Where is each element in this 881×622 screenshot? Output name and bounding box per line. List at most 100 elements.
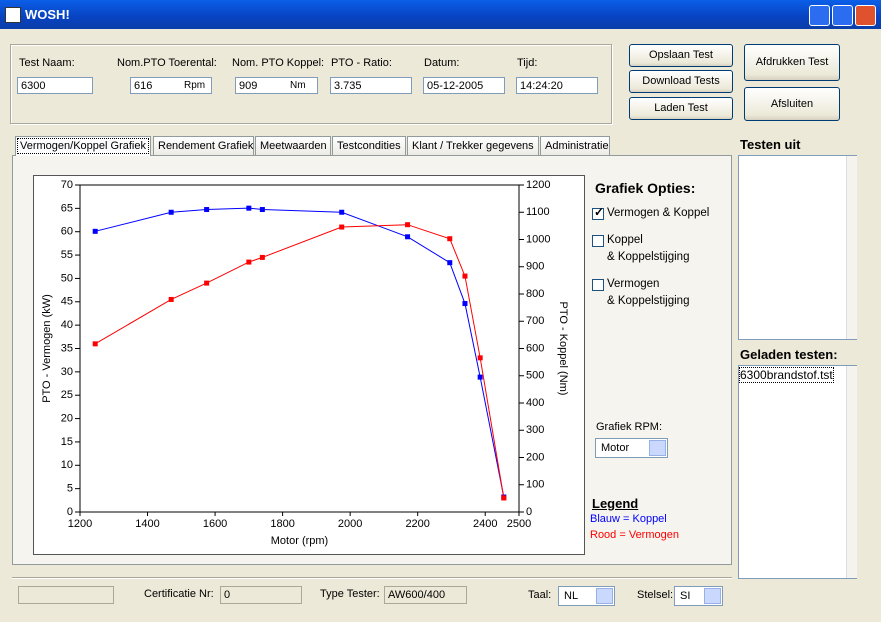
y-tick-label: 70	[61, 179, 73, 191]
label: Taal:	[528, 589, 552, 601]
tests-out-list[interactable]	[738, 155, 857, 340]
checkbox[interactable]	[592, 208, 604, 220]
button[interactable]: Afsluiten	[744, 87, 840, 121]
y-tick-label: 40	[61, 319, 73, 331]
checkbox[interactable]	[592, 235, 604, 247]
text-field[interactable]: 909	[235, 77, 318, 94]
y2-tick-label: 300	[526, 424, 544, 436]
legend-entry: Blauw = Koppel	[590, 513, 667, 525]
option-label: Koppel	[607, 234, 643, 246]
data-point	[339, 224, 345, 230]
list-title: Testen uit	[740, 137, 801, 152]
tab[interactable]: Administratie	[540, 136, 610, 155]
y-tick-label: 5	[67, 483, 73, 495]
y2-tick-label: 1000	[526, 233, 550, 245]
data-point	[462, 301, 468, 307]
y-tick-label: 65	[61, 202, 73, 214]
close-button[interactable]	[855, 5, 876, 26]
text-field[interactable]: 05-12-2005	[423, 77, 505, 94]
test-info-group	[10, 44, 612, 124]
data-point	[477, 355, 483, 361]
data-point	[246, 259, 252, 265]
button[interactable]: Afdrukken Test	[744, 44, 840, 81]
loaded-tests-list[interactable]	[738, 365, 857, 579]
option-label: & Koppelstijging	[607, 251, 690, 263]
data-point	[447, 236, 453, 242]
y-tick-label: 15	[61, 436, 73, 448]
x-tick-label: 2500	[507, 518, 531, 530]
text-field[interactable]: 616	[130, 77, 212, 94]
combo-arrow[interactable]	[596, 588, 613, 604]
y2-tick-label: 900	[526, 261, 544, 273]
button[interactable]: Download Tests	[629, 70, 733, 93]
x-tick-label: 1800	[270, 518, 294, 530]
y2-tick-label: 1100	[526, 206, 550, 218]
data-point	[204, 207, 210, 213]
minimize-button[interactable]	[809, 5, 830, 26]
legend-title: Legend	[592, 496, 639, 511]
label: Certificatie Nr:	[144, 588, 214, 600]
data-point	[204, 280, 210, 286]
window-title: WOSH!	[25, 7, 70, 22]
x-tick-label: 2200	[405, 518, 429, 530]
y2-tick-label: 400	[526, 397, 544, 409]
field-label: Tijd:	[517, 57, 538, 69]
data-point	[462, 273, 468, 279]
checkbox[interactable]	[592, 279, 604, 291]
combo-arrow[interactable]	[704, 588, 721, 604]
field-label: Nom.PTO Toerental:	[117, 57, 217, 69]
y2-tick-label: 700	[526, 315, 544, 327]
combo-arrow[interactable]	[649, 440, 666, 456]
data-point	[339, 209, 345, 215]
option-label: Vermogen	[607, 278, 660, 290]
option-label: Vermogen & Koppel	[607, 207, 710, 219]
field-label: PTO - Ratio:	[331, 57, 392, 69]
tab[interactable]: Klant / Trekker gegevens	[407, 136, 539, 155]
y-tick-label: 45	[61, 296, 73, 308]
legend-entry: Rood = Vermogen	[590, 529, 679, 541]
y2-tick-label: 500	[526, 370, 544, 382]
label: Type Tester:	[320, 588, 380, 600]
data-point	[168, 209, 174, 215]
y-axis-label: PTO - Vermogen (kW)	[41, 294, 53, 403]
text-field[interactable]: 3.735	[330, 77, 412, 94]
field-unit: Rpm	[184, 80, 206, 91]
data-point	[405, 234, 411, 240]
tab[interactable]: Vermogen/Koppel Grafiek	[15, 136, 151, 156]
y2-tick-label: 800	[526, 288, 544, 300]
maximize-button[interactable]	[832, 5, 853, 26]
separator	[12, 577, 732, 579]
data-point	[447, 260, 453, 266]
text-field[interactable]: 14:24:20	[516, 77, 598, 94]
tab[interactable]: Testcondities	[332, 136, 406, 155]
data-point	[259, 254, 265, 260]
x-tick-label: 2000	[338, 518, 362, 530]
button[interactable]: Opslaan Test	[629, 44, 733, 67]
x-tick-label: 2400	[473, 518, 497, 530]
x-tick-label: 1200	[68, 518, 92, 530]
data-point	[168, 296, 174, 302]
check-mark: ✓	[594, 205, 605, 219]
list-title: Geladen testen:	[740, 347, 838, 362]
rpm-label: Grafiek RPM:	[596, 421, 663, 433]
data-point	[92, 341, 98, 347]
scrollbar[interactable]	[846, 366, 857, 578]
tab[interactable]: Meetwaarden	[255, 136, 331, 155]
y2-tick-label: 600	[526, 342, 544, 354]
y-tick-label: 30	[61, 366, 73, 378]
tab[interactable]: Rendement Grafiek	[153, 136, 254, 155]
list-item[interactable]: 6300brandstof.tst	[739, 367, 834, 383]
rpm-value: Motor	[601, 442, 630, 454]
cert-field: 0	[220, 586, 302, 604]
y2-tick-label: 0	[526, 506, 532, 518]
x-tick-label: 1600	[203, 518, 227, 530]
field-label: Datum:	[424, 57, 460, 69]
y-tick-label: 0	[67, 506, 73, 518]
y-tick-label: 20	[61, 412, 73, 424]
text-field[interactable]: 6300	[17, 77, 93, 94]
field-label: Test Naam:	[19, 57, 75, 69]
button[interactable]: Laden Test	[629, 97, 733, 120]
y-tick-label: 60	[61, 226, 73, 238]
scrollbar[interactable]	[846, 156, 857, 339]
